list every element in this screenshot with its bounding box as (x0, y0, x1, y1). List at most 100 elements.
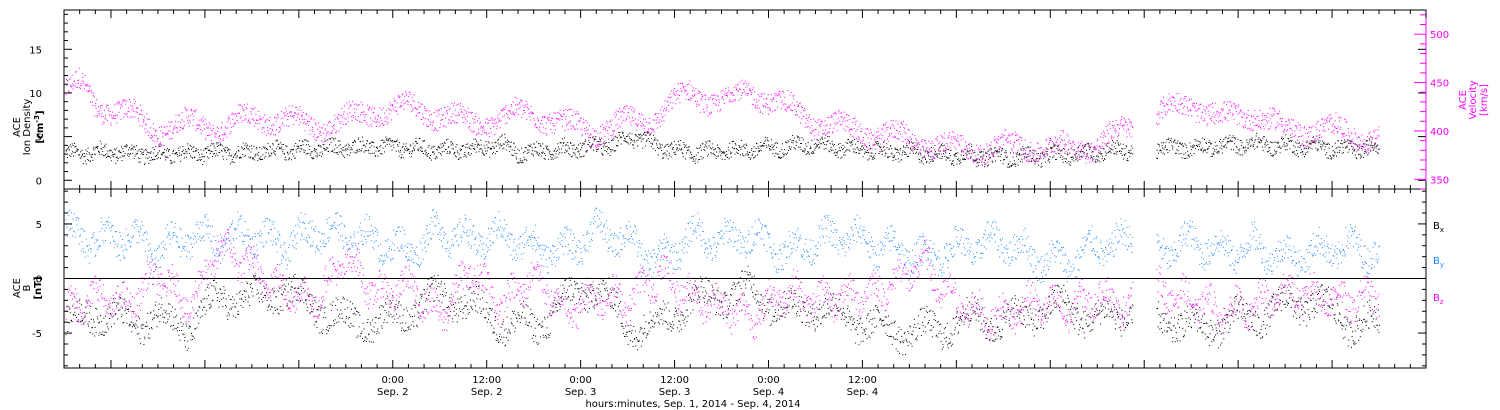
density-point (135, 149, 137, 151)
density-point (172, 153, 174, 155)
velocity-point (186, 109, 188, 111)
velocity-point (629, 121, 631, 123)
velocity-point (1087, 158, 1089, 160)
density-point (417, 150, 419, 152)
velocity-point (233, 113, 235, 115)
density-point (746, 145, 748, 146)
velocity-point (1125, 121, 1127, 123)
velocity-point (399, 97, 400, 99)
velocity-point (1201, 115, 1203, 117)
velocity-point (1022, 146, 1024, 148)
velocity-point (932, 142, 934, 144)
velocity-point (1044, 156, 1046, 158)
velocity-point (1210, 118, 1212, 120)
density-point (513, 142, 515, 144)
velocity-point (877, 127, 879, 129)
velocity-point (197, 124, 199, 126)
density-point (891, 148, 893, 150)
density-point (446, 139, 447, 141)
density-point (1248, 142, 1250, 144)
density-point (202, 164, 204, 165)
velocity-point (1260, 128, 1262, 130)
velocity-point (1015, 135, 1017, 136)
density-point (726, 153, 728, 155)
velocity-point (844, 117, 846, 119)
density-point (1128, 149, 1130, 151)
density-point (836, 152, 838, 154)
density-point (485, 141, 487, 143)
velocity-point (284, 112, 286, 114)
density-point (1049, 156, 1051, 158)
velocity-point (291, 115, 293, 117)
velocity-point (705, 95, 707, 97)
velocity-point (166, 133, 168, 135)
density-point (407, 148, 409, 150)
velocity-point (403, 103, 405, 105)
density-point (927, 151, 929, 153)
velocity-point (947, 137, 949, 139)
velocity-point (1043, 149, 1045, 151)
density-point (738, 145, 740, 147)
velocity-point (179, 127, 181, 129)
velocity-point (1175, 108, 1177, 110)
velocity-point (1121, 116, 1123, 118)
density-point (1170, 139, 1172, 141)
velocity-point (502, 116, 504, 118)
density-point (624, 138, 626, 140)
velocity-point (99, 110, 101, 112)
density-point (713, 153, 715, 155)
density-point (520, 160, 522, 162)
density-point (384, 141, 386, 143)
velocity-point (782, 104, 784, 106)
density-point (163, 151, 165, 153)
velocity-point (682, 85, 684, 87)
velocity-point (748, 89, 750, 91)
density-point (1088, 148, 1090, 150)
density-point (1132, 153, 1134, 155)
density-point (102, 150, 104, 152)
density-point (784, 149, 786, 150)
density-point (426, 153, 428, 155)
velocity-point (205, 137, 207, 139)
velocity-point (841, 123, 843, 125)
velocity-point (556, 118, 558, 120)
velocity-point (1005, 139, 1007, 141)
density-point (995, 160, 996, 162)
density-point (830, 148, 832, 150)
velocity-point (462, 117, 463, 119)
velocity-point (241, 121, 243, 123)
velocity-point (591, 144, 593, 146)
velocity-point (798, 116, 800, 118)
density-point (1192, 147, 1194, 149)
velocity-point (531, 113, 532, 115)
density-point (1253, 141, 1255, 143)
velocity-point (246, 108, 248, 110)
density-point (379, 146, 381, 148)
velocity-point (1161, 112, 1163, 113)
velocity-point (910, 147, 911, 149)
velocity-point (161, 144, 163, 146)
velocity-point (664, 114, 666, 116)
density-point (276, 148, 277, 150)
density-point (1045, 153, 1047, 155)
density-point (826, 140, 828, 142)
velocity-point (755, 104, 756, 106)
density-point (1237, 138, 1239, 140)
density-point (763, 142, 764, 144)
density-point (775, 152, 777, 154)
velocity-point (833, 122, 835, 124)
velocity-point (536, 127, 538, 129)
density-point (786, 153, 787, 155)
velocity-point (1072, 149, 1074, 151)
velocity-point (1039, 155, 1041, 156)
density-point (396, 140, 398, 142)
density-point (885, 153, 887, 155)
density-point (121, 155, 123, 157)
velocity-point (620, 116, 622, 118)
velocity-point (863, 144, 865, 146)
density-point (88, 152, 90, 154)
velocity-point (1003, 144, 1004, 146)
velocity-point (687, 99, 689, 100)
velocity-point (176, 127, 178, 129)
velocity-point (773, 98, 775, 100)
